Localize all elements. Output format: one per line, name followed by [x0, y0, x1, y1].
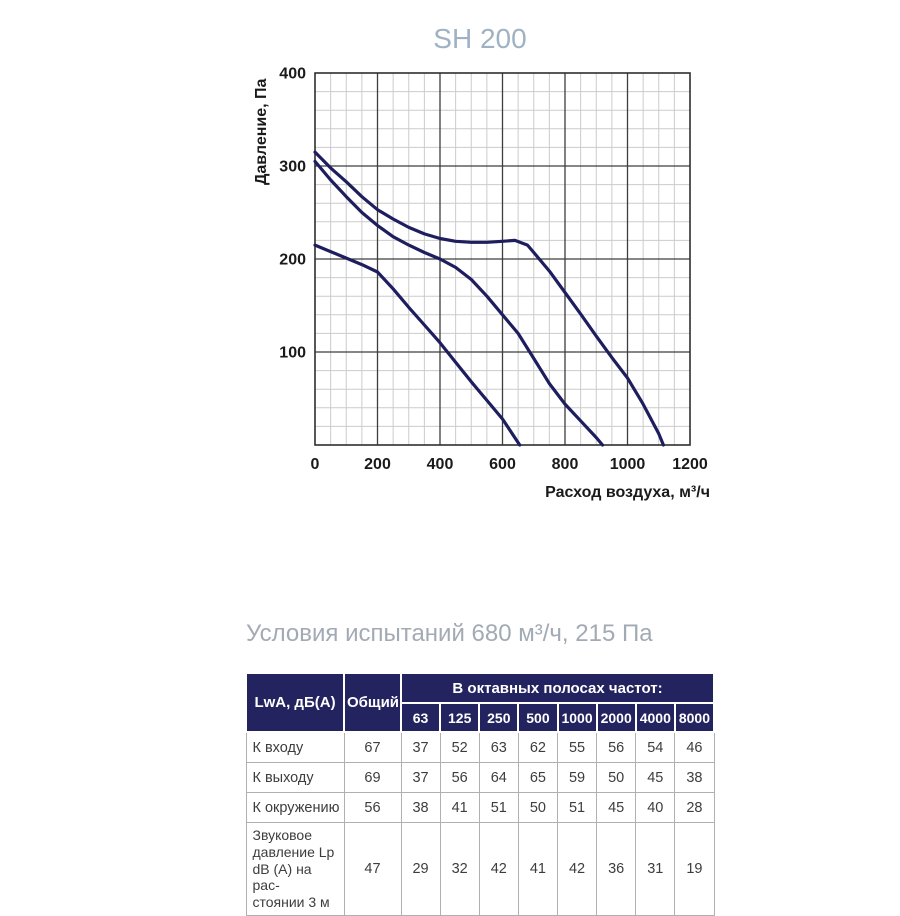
cell-value: 47	[343, 822, 402, 916]
cell-value: 63	[478, 731, 519, 763]
header-freq-500: 500	[517, 702, 559, 733]
cell-value: 29	[400, 822, 441, 916]
row-label: К входу	[245, 731, 345, 763]
header-lwa: LwA, дБ(A)	[245, 672, 345, 733]
fan-curve-speed-high	[313, 150, 665, 447]
acoustics-table-header: LwA, дБ(A) Общий В октавных полосах част…	[245, 672, 716, 733]
cell-value: 42	[556, 822, 598, 916]
x-tick-label: 0	[311, 456, 320, 473]
test-conditions-text: Условия испытаний 680 м³/ч, 215 Па	[246, 620, 653, 647]
cell-value: 67	[343, 731, 402, 763]
x-tick-label: 800	[552, 456, 579, 473]
x-tick-label: 600	[489, 456, 516, 473]
y-tick-label: 400	[279, 66, 306, 83]
x-tick-label: 1000	[610, 456, 646, 473]
y-tick-label: 300	[279, 159, 306, 176]
fan-curve-speed-low	[313, 243, 522, 447]
header-freq-8000: 8000	[673, 702, 716, 733]
cell-value: 37	[400, 762, 441, 793]
table-row: К входу 67 37 52 63 62 55 56 54 46	[245, 731, 715, 763]
cell-value: 50	[517, 792, 559, 823]
table-row: К окружению 56 38 41 51 50 51 45 40 28	[245, 792, 715, 823]
cell-value: 52	[439, 731, 480, 763]
cell-value: 41	[517, 822, 559, 916]
performance-chart: 100 200 300 400 0 200 400 600 800 1000 1200 Расход …	[253, 66, 710, 502]
y-tick-label: 200	[279, 252, 306, 269]
header-freq-4000: 4000	[634, 702, 676, 733]
cell-value: 50	[596, 762, 637, 793]
row-label: К окружению	[245, 792, 345, 823]
cell-value: 36	[596, 822, 637, 916]
fan-curve-speed-mid	[313, 159, 605, 447]
cell-value: 62	[517, 731, 559, 763]
page-title: SH 200	[433, 23, 527, 54]
cell-value: 55	[556, 731, 598, 763]
cell-value: 51	[556, 792, 598, 823]
cell-value: 56	[343, 792, 402, 823]
cell-value: 40	[635, 792, 676, 823]
x-axis-title: Расход воздуха, м³/ч	[545, 484, 710, 501]
table-header-freq-row: 63 125 250 500 1000 2000 4000 8000	[246, 702, 716, 733]
cell-value: 69	[343, 762, 402, 793]
cell-value: 19	[674, 822, 715, 916]
y-tick-label: 100	[279, 345, 306, 362]
cell-value: 65	[517, 762, 559, 793]
cell-value: 59	[556, 762, 598, 793]
cell-value: 56	[439, 762, 480, 793]
header-freq-63: 63	[399, 702, 442, 733]
header-freq-1000: 1000	[556, 702, 598, 733]
cell-value: 45	[596, 792, 637, 823]
cell-value: 46	[674, 731, 715, 763]
table-row: Звуковое давление Lp dB (A) на рас- стоя…	[245, 822, 715, 916]
plot-border	[314, 72, 691, 446]
cell-value: 42	[478, 822, 519, 916]
cell-value: 51	[478, 792, 519, 823]
header-freq-250: 250	[478, 702, 520, 733]
y-axis-title: Давление, Па	[253, 78, 270, 185]
header-freq-125: 125	[439, 702, 481, 733]
x-tick-label: 200	[364, 456, 391, 473]
cell-value: 41	[439, 792, 480, 823]
cell-value: 37	[400, 731, 441, 763]
cell-value: 28	[674, 792, 715, 823]
cell-value: 38	[400, 792, 441, 823]
cell-value: 32	[439, 822, 480, 916]
x-tick-label: 1200	[672, 456, 708, 473]
cell-value: 64	[478, 762, 519, 793]
cell-value: 38	[674, 762, 715, 793]
row-label: Звуковое давление Lp dB (A) на рас- стоя…	[245, 822, 345, 916]
cell-value: 31	[635, 822, 676, 916]
cell-value: 54	[635, 731, 676, 763]
header-total: Общий	[343, 672, 402, 733]
header-freq-2000: 2000	[595, 702, 637, 733]
table-header-row: LwA, дБ(A) Общий В октавных полосах част…	[245, 672, 715, 733]
cell-value: 45	[635, 762, 676, 793]
x-tick-label: 400	[427, 456, 454, 473]
table-row: К выходу 69 37 56 64 65 59 50 45 38	[245, 762, 715, 793]
cell-value: 56	[596, 731, 637, 763]
header-octave-group: В октавных полосах частот:	[400, 672, 715, 704]
row-label: К выходу	[245, 762, 345, 793]
acoustics-table: LwA, дБ(A) Общий В октавных полосах част…	[245, 672, 716, 916]
